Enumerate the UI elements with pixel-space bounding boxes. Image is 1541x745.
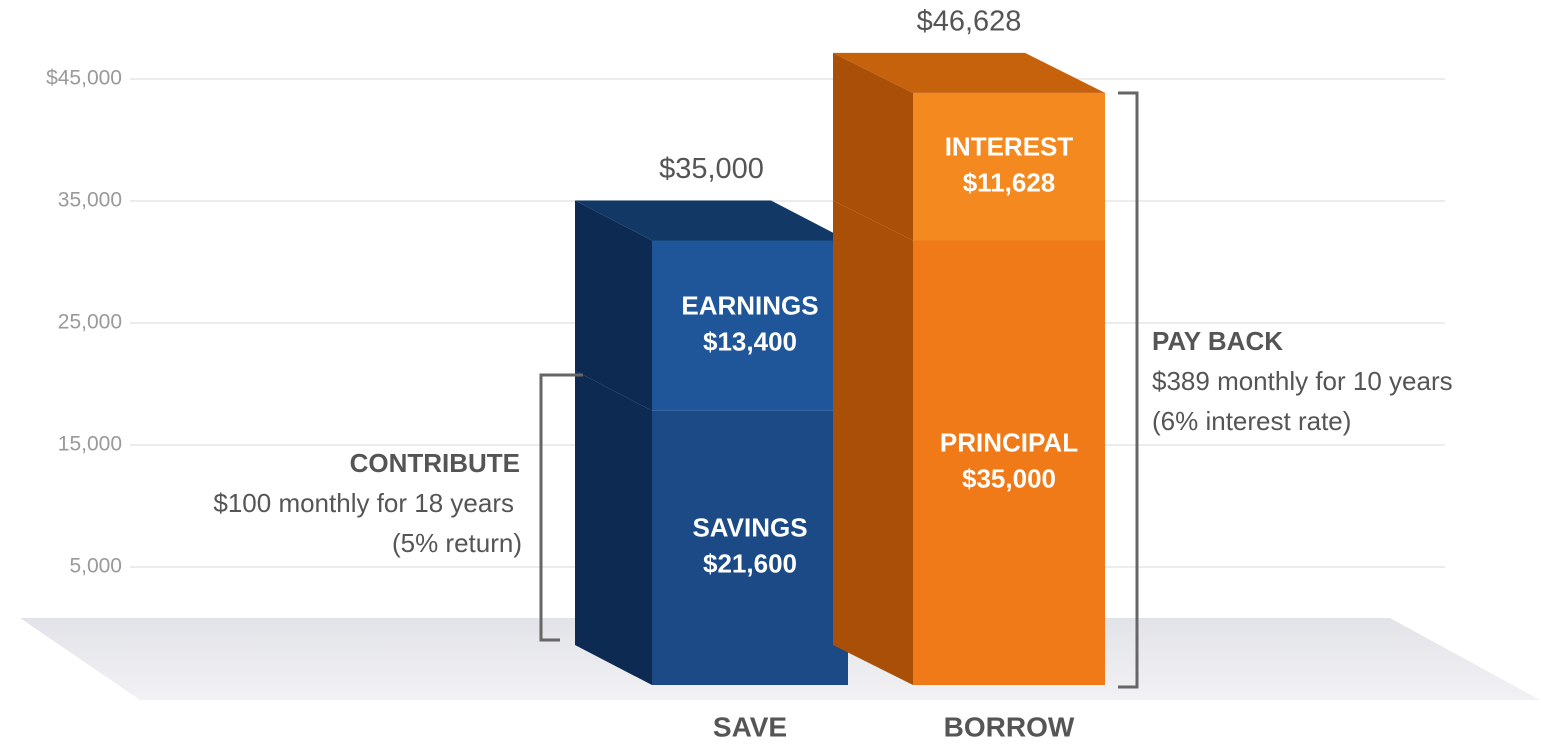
bar-segment (913, 240, 1105, 685)
y-tick-label: 25,000 (58, 311, 122, 334)
bracket (539, 373, 583, 642)
y-tick-label: 5,000 (69, 555, 122, 578)
total-label: $35,000 (659, 153, 764, 185)
bar-segment (652, 410, 848, 685)
bar-side (833, 52, 913, 241)
y-tick-label: 35,000 (58, 189, 122, 212)
y-tick-label: 15,000 (58, 433, 122, 456)
segment-value-label: $11,628 (963, 168, 1056, 198)
annotation-title: CONTRIBUTE (350, 448, 520, 478)
annotation-text: $389 monthly for 10 years (1152, 366, 1453, 396)
total-label: $46,628 (917, 5, 1022, 37)
segment-name: INTEREST (945, 132, 1074, 162)
segment-name: EARNINGS (681, 290, 818, 320)
bar-segment (913, 92, 1105, 241)
bars: SAVINGS $21,600 EARNINGS $13,400 $35,000 SAVE… (575, 5, 1105, 742)
x-tick-label: BORROW (944, 711, 1075, 742)
y-tick-label: $45,000 (46, 67, 122, 90)
x-tick-label: SAVE (713, 711, 787, 742)
bar-side (575, 370, 652, 685)
bracket (1118, 91, 1139, 689)
bar-side (833, 200, 913, 685)
annotation-text: (6% interest rate) (1152, 406, 1351, 436)
segment-name: PRINCIPAL (940, 428, 1078, 458)
segment-name: SAVINGS (692, 513, 807, 543)
bar-segment (652, 240, 848, 411)
segment-value-label: $21,600 (703, 549, 797, 579)
annotation-text: (5% return) (392, 528, 522, 558)
segment-value-label: $35,000 (962, 464, 1056, 494)
bar-top (833, 52, 1105, 93)
bar-top (575, 200, 848, 241)
annotation-title: PAY BACK (1152, 326, 1283, 356)
segment-value-label: $13,400 (703, 326, 797, 356)
bar-side (575, 200, 652, 411)
annotation-text: $100 monthly for 18 years (213, 488, 514, 518)
